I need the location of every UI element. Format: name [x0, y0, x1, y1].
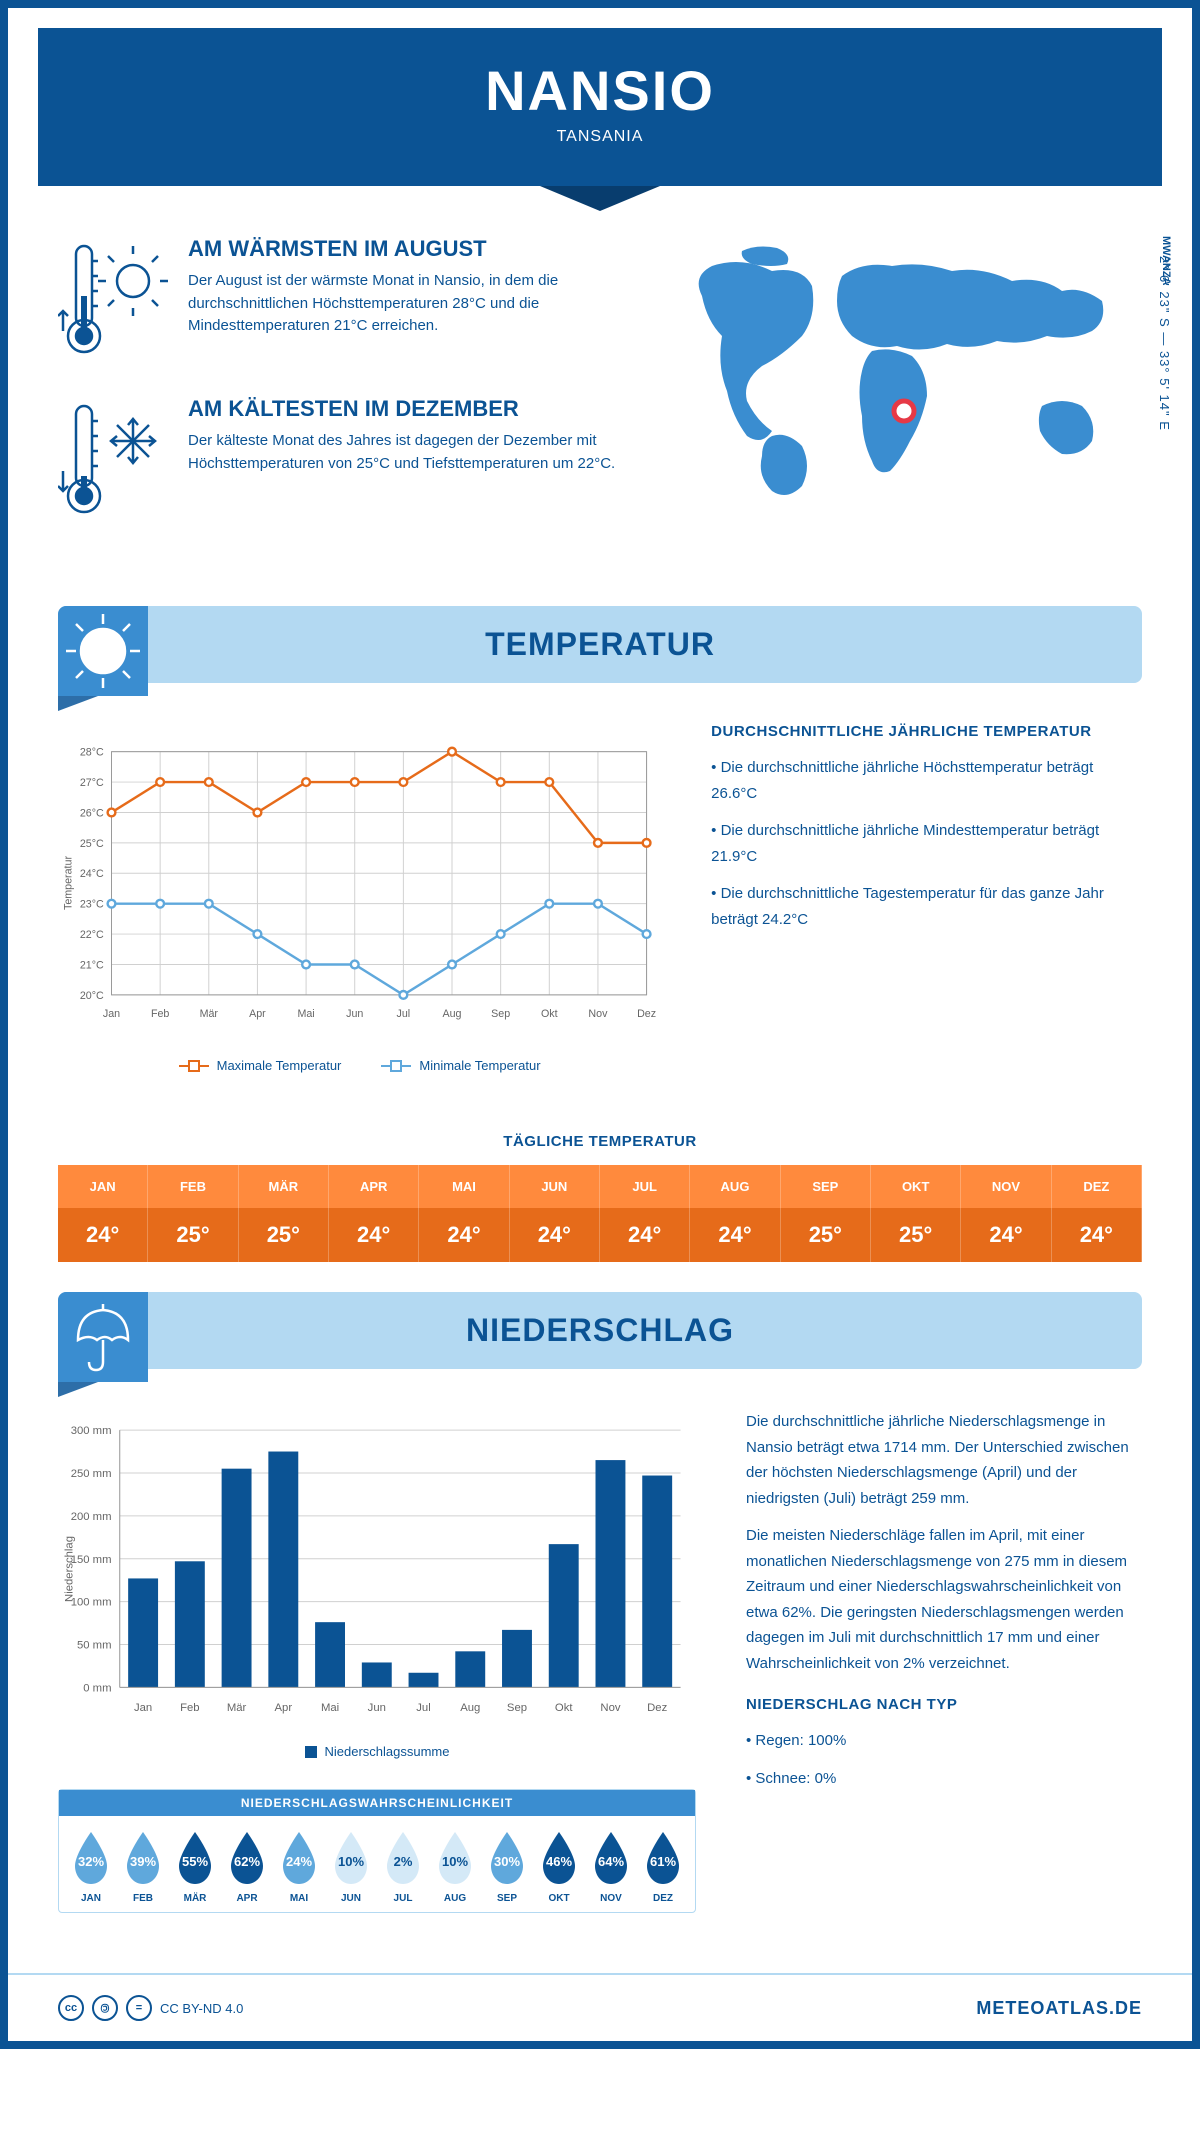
city-name: NANSIO — [58, 58, 1142, 123]
svg-text:23°C: 23°C — [80, 899, 104, 911]
warmest-block: AM WÄRMSTEN IM AUGUST Der August ist der… — [58, 236, 622, 366]
svg-text:22°C: 22°C — [80, 929, 104, 941]
svg-text:Mär: Mär — [227, 1702, 247, 1714]
daily-temp-table: JANFEBMÄRAPRMAIJUNJULAUGSEPOKTNOVDEZ 24°… — [58, 1165, 1142, 1262]
svg-text:28°C: 28°C — [80, 747, 104, 759]
svg-text:300 mm: 300 mm — [71, 1425, 112, 1437]
svg-text:Sep: Sep — [491, 1008, 510, 1020]
coordinates: 2° 6' 23" S — 33° 5' 14" E — [1157, 256, 1172, 431]
daily-temp-title: TÄGLICHE TEMPERATUR — [8, 1133, 1192, 1150]
svg-text:Jan: Jan — [103, 1008, 120, 1020]
brand: METEOATLAS.DE — [976, 1998, 1142, 2019]
warmest-title: AM WÄRMSTEN IM AUGUST — [188, 236, 622, 262]
precipitation-probability: NIEDERSCHLAGSWAHRSCHEINLICHKEIT 32%JAN39… — [58, 1789, 696, 1913]
svg-text:Feb: Feb — [180, 1702, 199, 1714]
world-map: MWANZA 2° 6' 23" S — 33° 5' 14" E — [662, 236, 1142, 556]
warmest-text: Der August ist der wärmste Monat in Nans… — [188, 270, 622, 338]
precipitation-section-header: NIEDERSCHLAG — [58, 1292, 1142, 1369]
header: NANSIO TANSANIA — [38, 28, 1162, 186]
svg-text:27°C: 27°C — [80, 777, 104, 789]
svg-text:24°C: 24°C — [80, 868, 104, 880]
footer: cc 🄯 = CC BY-ND 4.0 METEOATLAS.DE — [8, 1973, 1192, 2041]
sun-icon — [58, 606, 148, 696]
svg-text:Okt: Okt — [555, 1702, 573, 1714]
svg-text:Niederschlag: Niederschlag — [63, 1536, 75, 1602]
svg-text:Mai: Mai — [321, 1702, 339, 1714]
thermometer-snow-icon — [58, 396, 168, 526]
svg-text:Nov: Nov — [588, 1008, 608, 1020]
svg-text:Sep: Sep — [507, 1702, 527, 1714]
precip-type-title: NIEDERSCHLAG NACH TYP — [746, 1696, 1142, 1713]
svg-text:150 mm: 150 mm — [71, 1554, 112, 1566]
precip-type-bullets: • Regen: 100%• Schnee: 0% — [746, 1728, 1142, 1791]
temperature-title: TEMPERATUR — [78, 626, 1122, 663]
svg-text:Apr: Apr — [275, 1702, 293, 1714]
temp-legend: Maximale Temperatur Minimale Temperatur — [58, 1058, 661, 1073]
svg-text:Mär: Mär — [200, 1008, 219, 1020]
svg-text:0 mm: 0 mm — [83, 1682, 111, 1694]
svg-text:250 mm: 250 mm — [71, 1468, 112, 1480]
svg-text:Mai: Mai — [297, 1008, 314, 1020]
svg-text:Temperatur: Temperatur — [63, 856, 75, 910]
temp-sidebar-title: DURCHSCHNITTLICHE JÄHRLICHE TEMPERATUR — [711, 723, 1142, 740]
temperature-chart: 20°C 21°C 22°C 23°C 24°C 25°C 26°C 27°C 28°C Jan F… — [58, 723, 661, 1043]
svg-text:Jun: Jun — [346, 1008, 363, 1020]
svg-text:Okt: Okt — [541, 1008, 558, 1020]
svg-text:200 mm: 200 mm — [71, 1511, 112, 1523]
svg-text:Dez: Dez — [647, 1702, 667, 1714]
precip-legend: Niederschlagssumme — [58, 1744, 696, 1759]
precipitation-title: NIEDERSCHLAG — [78, 1312, 1122, 1349]
svg-text:25°C: 25°C — [80, 838, 104, 850]
svg-text:21°C: 21°C — [80, 959, 104, 971]
temperature-section-header: TEMPERATUR — [58, 606, 1142, 683]
coldest-title: AM KÄLTESTEN IM DEZEMBER — [188, 396, 622, 422]
svg-text:Jul: Jul — [416, 1702, 430, 1714]
svg-text:Nov: Nov — [600, 1702, 620, 1714]
svg-text:50 mm: 50 mm — [77, 1640, 112, 1652]
svg-text:20°C: 20°C — [80, 990, 104, 1002]
thermometer-sun-icon — [58, 236, 168, 366]
temp-bullets: • Die durchschnittliche jährliche Höchst… — [711, 755, 1142, 932]
svg-text:100 mm: 100 mm — [71, 1597, 112, 1609]
precip-text-2: Die meisten Niederschläge fallen im Apri… — [746, 1523, 1142, 1676]
precip-text-1: Die durchschnittliche jährliche Niedersc… — [746, 1409, 1142, 1511]
location-marker — [894, 401, 914, 421]
umbrella-icon — [58, 1292, 148, 1382]
coldest-text: Der kälteste Monat des Jahres ist dagege… — [188, 430, 622, 475]
country-name: TANSANIA — [58, 128, 1142, 146]
license-badges: cc 🄯 = CC BY-ND 4.0 — [58, 1995, 243, 2021]
svg-text:Apr: Apr — [249, 1008, 266, 1020]
svg-text:Jan: Jan — [134, 1702, 152, 1714]
svg-text:Feb: Feb — [151, 1008, 169, 1020]
svg-text:Aug: Aug — [442, 1008, 461, 1020]
svg-text:Dez: Dez — [637, 1008, 656, 1020]
svg-text:Jun: Jun — [368, 1702, 386, 1714]
svg-text:Jul: Jul — [397, 1008, 411, 1020]
precipitation-chart: 0 mm 50 mm 100 mm 150 mm 200 mm 250 mm 300 mm J… — [58, 1409, 696, 1729]
coldest-block: AM KÄLTESTEN IM DEZEMBER Der kälteste Mo… — [58, 396, 622, 526]
svg-text:Aug: Aug — [460, 1702, 480, 1714]
svg-text:26°C: 26°C — [80, 807, 104, 819]
